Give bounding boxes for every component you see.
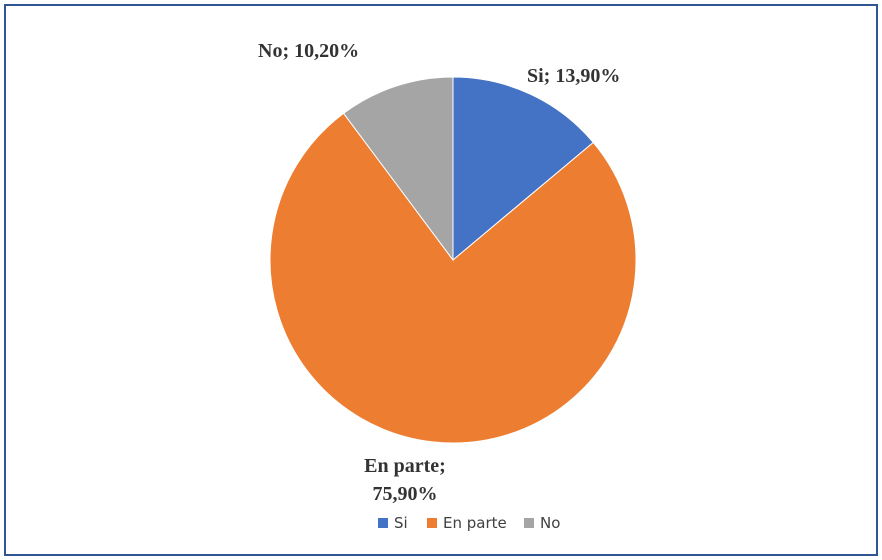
chart-frame bbox=[4, 4, 878, 556]
pie-slice bbox=[342, 76, 454, 262]
legend-swatch bbox=[378, 518, 388, 528]
data-label: No; 10,20% bbox=[258, 40, 360, 62]
legend-item: No bbox=[524, 514, 560, 532]
legend-swatch bbox=[427, 518, 437, 528]
data-label: Si; 13,90% bbox=[527, 65, 621, 87]
pie-slice bbox=[269, 112, 637, 444]
legend-label: No bbox=[540, 514, 561, 532]
legend-swatch bbox=[524, 518, 534, 528]
legend-item: Si bbox=[378, 514, 408, 532]
legend-item: En parte bbox=[427, 514, 507, 532]
data-label: En parte; 75,90% bbox=[364, 455, 446, 505]
legend-label: Si bbox=[394, 514, 408, 532]
legend-label: En parte bbox=[443, 514, 507, 532]
pie-slice bbox=[452, 76, 594, 262]
